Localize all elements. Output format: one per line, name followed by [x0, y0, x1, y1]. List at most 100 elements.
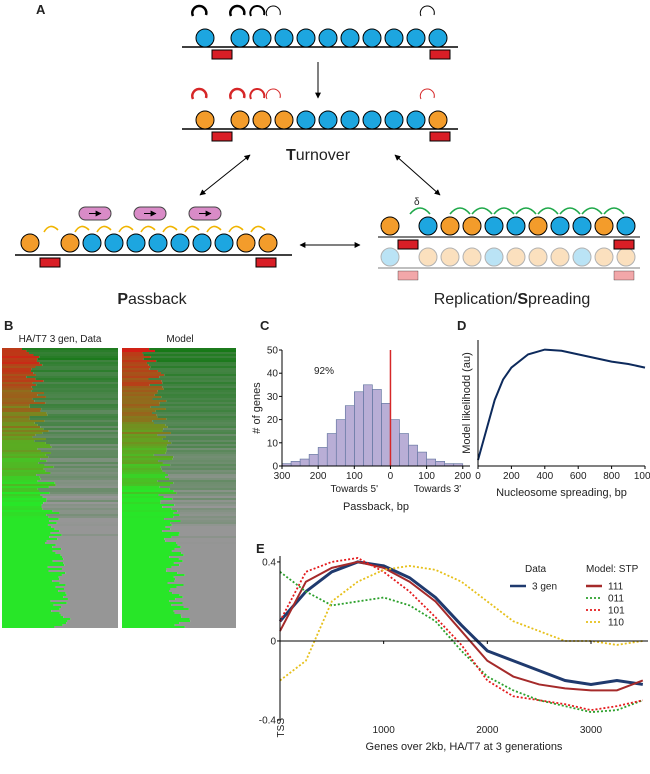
nucleosome [380, 216, 400, 236]
heatmap-row [2, 524, 48, 526]
heatmap-row [41, 506, 119, 508]
heatmap-row [2, 486, 49, 488]
heatmap-row [173, 490, 236, 492]
heatmap-row [122, 554, 184, 556]
heatmap-row [122, 620, 191, 622]
heatmap-row [33, 372, 118, 374]
heatmap-row [2, 614, 61, 616]
heatmap-row [2, 428, 44, 430]
heatmap-row [122, 394, 155, 396]
heatmap-row [2, 530, 60, 532]
heatmap-row [22, 348, 118, 350]
passback-arrow [206, 225, 222, 233]
heatmap-row [2, 516, 49, 518]
heatmap-row [2, 462, 39, 464]
nucleosome [230, 110, 250, 130]
turnover-arrow [249, 4, 266, 17]
nucleosome [340, 28, 360, 48]
heatmap-row [42, 432, 118, 434]
heatmap-row [2, 502, 44, 504]
heatmap-row [2, 372, 34, 374]
line [477, 348, 646, 461]
legend-label: 101 [608, 606, 625, 617]
heatmap-row [2, 448, 38, 450]
heatmap-row [170, 432, 236, 434]
y-tick-label: 0 [272, 462, 278, 473]
heatmap-row [172, 592, 236, 594]
heatmap-row [2, 574, 62, 576]
heatmap-row [52, 580, 118, 582]
nucleosome [384, 28, 404, 48]
heatmap-row [122, 456, 174, 458]
heatmap-row [58, 576, 118, 578]
heatmap-row [40, 494, 119, 496]
heatmap-row [165, 472, 236, 474]
heatmap-row [122, 442, 172, 444]
heatmap-row [41, 504, 118, 506]
heatmap-row [122, 414, 157, 416]
heatmap-row [122, 476, 166, 478]
heatmap-row [188, 608, 236, 610]
heatmap-row [56, 522, 118, 524]
heatmap-row [122, 618, 190, 620]
heatmap-row [2, 544, 56, 546]
heatmap-row [149, 384, 236, 386]
panel-letter: A [36, 2, 46, 17]
heatmap-row [44, 420, 119, 422]
heatmap-row [154, 394, 236, 396]
heatmap-row [43, 380, 119, 382]
heatmap-row [122, 538, 165, 540]
heatmap-row [32, 398, 118, 400]
heatmap-row [61, 548, 118, 550]
heatmap-row [173, 516, 236, 518]
heatmap-row [41, 408, 119, 410]
heatmap-row [173, 576, 236, 578]
heatmap-row [169, 488, 236, 490]
spread-arrow [471, 207, 493, 215]
nucleosome [258, 233, 278, 253]
heatmap-row [149, 368, 236, 370]
heatmap-row [43, 428, 118, 430]
heatmap-row [122, 460, 159, 462]
heatmap-row [2, 410, 41, 412]
hist-bar [408, 444, 418, 467]
heatmap-row [2, 538, 58, 540]
heatmap-row [53, 604, 118, 606]
heatmap-row [47, 524, 118, 526]
heatmap-row [54, 528, 118, 530]
heatmap-row [122, 446, 167, 448]
heatmap-row [2, 454, 46, 456]
heatmap-row [2, 386, 32, 388]
heatmap-row [67, 598, 118, 600]
heatmap-row [174, 580, 236, 582]
heatmap-row [51, 526, 118, 528]
label-rest: urnover [296, 147, 351, 164]
heatmap-row [162, 430, 236, 432]
heatmap-row [61, 574, 118, 576]
heatmap-row [2, 434, 36, 436]
heatmap-row [122, 576, 174, 578]
heatmap-row [122, 516, 174, 518]
heatmap-row [2, 590, 59, 592]
x-tick-label: 800 [603, 471, 620, 482]
heatmap-row [26, 350, 118, 352]
heatmap-row [122, 520, 181, 522]
heatmap-row [122, 390, 158, 392]
heatmap-row [122, 568, 167, 570]
heatmap-row [2, 350, 27, 352]
heatmap-row [122, 534, 179, 536]
heatmap-row [174, 504, 236, 506]
heatmap-row [49, 536, 118, 538]
heatmap-row [146, 362, 236, 364]
heatmap-row [2, 466, 54, 468]
line [279, 571, 644, 714]
hist-bar [344, 405, 355, 467]
heatmap-row [174, 612, 236, 614]
heatmap-row [2, 612, 60, 614]
heatmap-row [182, 560, 236, 562]
heatmap-row [178, 558, 236, 560]
heatmap-row [2, 476, 40, 478]
heatmap-row [2, 356, 40, 358]
nucleosome [20, 233, 40, 253]
heatmap-row [122, 404, 160, 406]
